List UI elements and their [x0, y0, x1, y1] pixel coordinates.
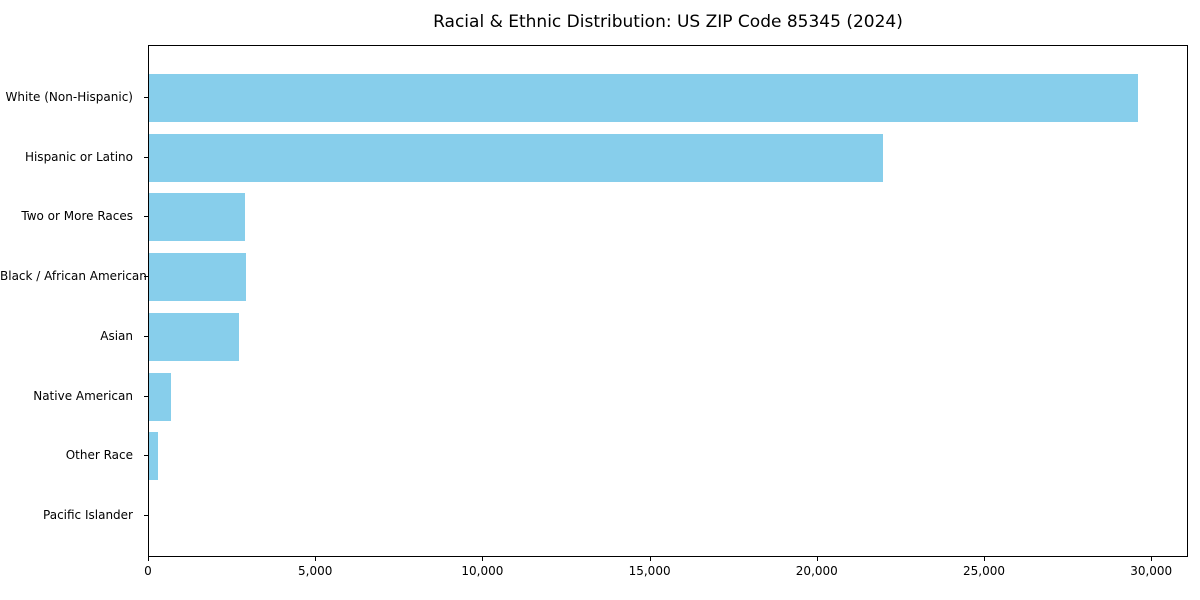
y-tick-mark — [144, 514, 148, 516]
x-tick-label: 15,000 — [628, 564, 671, 578]
x-tick-label: 25,000 — [963, 564, 1005, 578]
y-tick-mark — [144, 276, 148, 278]
plot-area — [148, 45, 1188, 557]
x-tick-mark — [649, 557, 651, 561]
y-tick-label: Black / African American — [0, 269, 147, 284]
x-tick-mark — [1151, 557, 1153, 561]
y-tick-label: Two or More Races — [21, 209, 133, 224]
bar — [149, 432, 159, 481]
bar — [149, 133, 884, 182]
y-tick-mark — [144, 156, 148, 158]
bar — [149, 253, 246, 302]
y-tick-mark — [144, 216, 148, 218]
chart-title: Racial & Ethnic Distribution: US ZIP Cod… — [433, 12, 903, 32]
x-tick-label: 0 — [144, 564, 152, 578]
y-tick-label: Hispanic or Latino — [24, 149, 133, 164]
x-tick-mark — [816, 557, 818, 561]
y-tick-label: Pacific Islander — [43, 507, 133, 522]
x-tick-label: 10,000 — [461, 564, 504, 578]
bar — [149, 312, 239, 361]
x-tick-mark — [148, 557, 149, 561]
y-tick-mark — [144, 97, 148, 98]
x-tick-mark — [984, 557, 985, 561]
y-tick-mark — [144, 395, 148, 397]
bar — [149, 193, 246, 242]
x-tick-label: 20,000 — [795, 564, 838, 578]
x-tick-mark — [315, 557, 317, 561]
y-tick-label: White (Non-Hispanic) — [5, 90, 133, 104]
y-tick-label: Asian — [100, 328, 133, 343]
x-tick-label: 30,000 — [1130, 564, 1173, 578]
y-tick-label: Other Race — [65, 448, 133, 463]
bar — [149, 74, 1139, 122]
bar — [149, 372, 172, 421]
y-tick-mark — [144, 455, 148, 457]
y-tick-label: Native American — [33, 388, 133, 403]
x-tick-mark — [482, 557, 484, 561]
x-tick-label: 5,000 — [298, 564, 333, 578]
y-tick-mark — [144, 335, 148, 337]
